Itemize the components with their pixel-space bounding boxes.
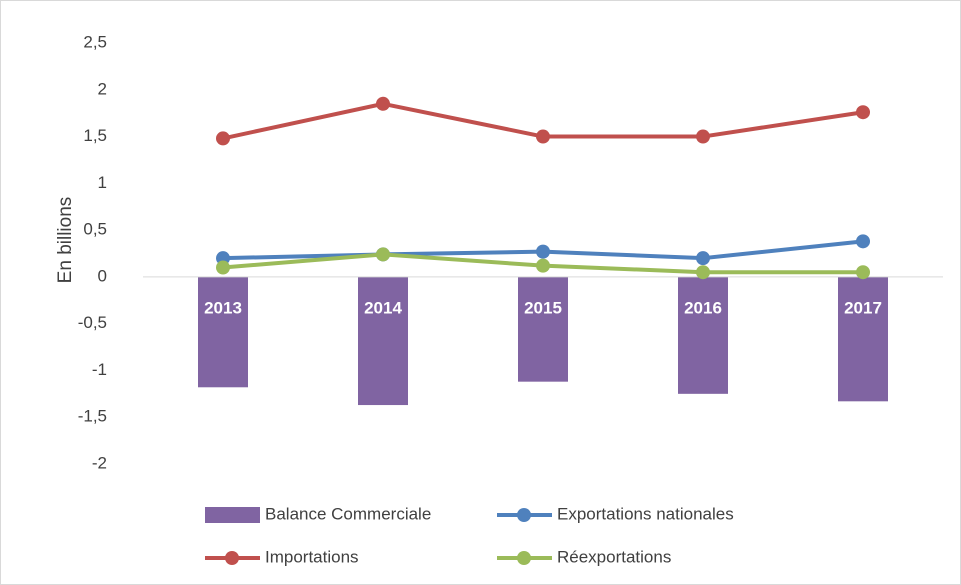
line-marker: [536, 244, 550, 259]
y-tick-label: 1,5: [83, 126, 107, 145]
line-marker: [536, 258, 550, 273]
line-marker: [376, 247, 390, 262]
line-marker: [536, 129, 550, 144]
y-tick-label: -0,5: [78, 313, 107, 332]
y-tick-label: 0,5: [83, 220, 107, 239]
legend-label: Exportations nationales: [557, 504, 734, 523]
line-marker: [856, 265, 870, 280]
line-marker: [216, 260, 230, 275]
line-marker: [856, 234, 870, 249]
line-marker: [696, 129, 710, 144]
bar: [838, 276, 888, 402]
bar: [678, 276, 728, 394]
legend-swatch: [205, 507, 260, 523]
line-marker: [696, 265, 710, 280]
y-tick-label: 2,5: [83, 32, 107, 51]
x-tick-label: 2014: [364, 298, 402, 317]
line-marker: [696, 251, 710, 266]
legend-marker: [225, 551, 239, 565]
x-tick-label: 2013: [204, 298, 242, 317]
y-tick-label: 2: [98, 79, 107, 98]
x-tick-label: 2017: [844, 298, 882, 317]
y-tick-label: 1: [98, 173, 107, 192]
bar: [358, 276, 408, 406]
bar: [518, 276, 568, 382]
legend-marker: [517, 508, 531, 522]
legend-marker: [517, 551, 531, 565]
y-axis-label: En billions: [55, 197, 76, 284]
y-tick-label: 0: [98, 266, 107, 285]
line-marker: [856, 105, 870, 120]
legend-label: Réexportations: [557, 547, 671, 566]
line-marker: [216, 131, 230, 146]
y-tick-label: -2: [92, 453, 107, 472]
y-tick-label: -1: [92, 360, 107, 379]
x-tick-label: 2016: [684, 298, 722, 317]
y-tick-label: -1,5: [78, 407, 107, 426]
legend-label: Balance Commerciale: [265, 504, 431, 523]
line-marker: [376, 96, 390, 111]
x-tick-label: 2015: [524, 298, 562, 317]
legend-label: Importations: [265, 547, 359, 566]
bar: [198, 276, 248, 388]
